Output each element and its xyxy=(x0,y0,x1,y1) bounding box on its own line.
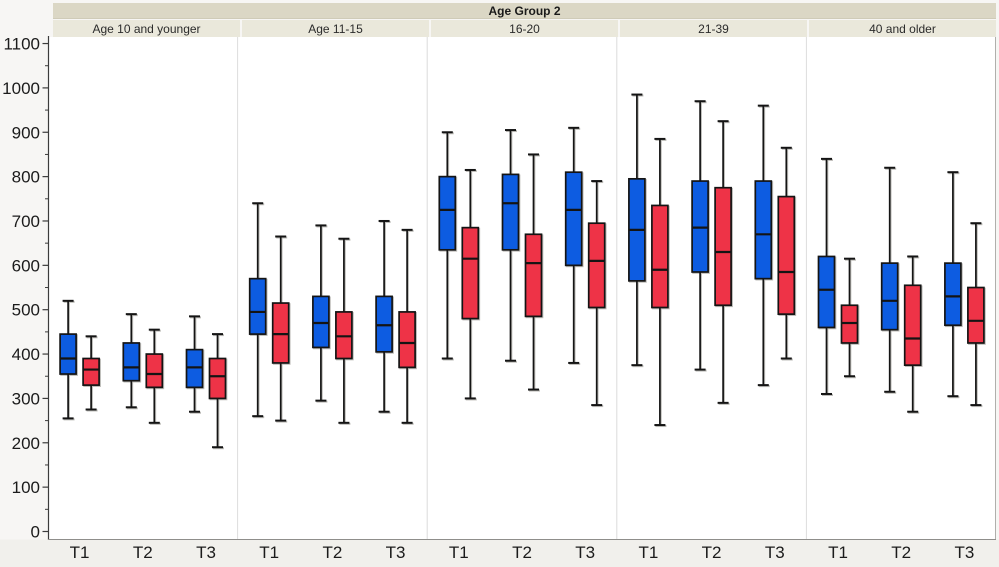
box-p4-T2-red xyxy=(714,120,732,404)
x-tick-label: T2 xyxy=(512,543,532,562)
box-p5-T1-blue xyxy=(817,157,836,395)
y-tick-label: 300 xyxy=(12,389,40,408)
box-p3-T1-blue xyxy=(438,131,457,360)
box-p1-T3-red xyxy=(208,333,227,449)
box-rect[interactable] xyxy=(312,295,330,349)
box-rect[interactable] xyxy=(122,342,141,382)
y-tick-label: 1100 xyxy=(3,35,40,54)
x-tick-label: T2 xyxy=(322,543,342,562)
x-tick-label: T3 xyxy=(386,543,406,562)
box-p2-T3-red xyxy=(398,228,416,424)
chart-title: Age Group 2 xyxy=(488,3,561,18)
box-rect[interactable] xyxy=(691,180,709,273)
box-p5-T3-blue xyxy=(944,171,962,398)
plot-area xyxy=(48,37,996,539)
box-p3-T3-red xyxy=(587,180,606,407)
box-p3-T1-red xyxy=(461,168,480,400)
box-rect[interactable] xyxy=(501,173,520,251)
x-axis-strip xyxy=(0,539,999,567)
box-rect[interactable] xyxy=(208,357,227,400)
box-p4-T1-red xyxy=(651,137,669,427)
box-p1-T1-red xyxy=(82,335,100,411)
box-p1-T1-blue xyxy=(59,299,77,420)
box-rect[interactable] xyxy=(335,311,353,360)
box-rect[interactable] xyxy=(375,295,393,353)
y-tick-label: 200 xyxy=(12,434,40,453)
box-rect[interactable] xyxy=(903,284,922,367)
box-p1-T2-red xyxy=(145,328,164,424)
box-rect[interactable] xyxy=(777,195,796,315)
panel-label-2: Age 11-15 xyxy=(242,20,429,37)
boxplot-layer xyxy=(59,93,985,449)
box-rect[interactable] xyxy=(880,262,899,331)
box-rect[interactable] xyxy=(840,304,859,344)
box-p4-T2-blue xyxy=(691,100,709,371)
y-tick-label: 600 xyxy=(12,256,40,275)
y-tick-label: 400 xyxy=(12,345,40,364)
y-tick-label: 700 xyxy=(12,212,40,231)
box-rect[interactable] xyxy=(248,277,267,335)
box-p2-T2-blue xyxy=(312,224,330,402)
panel-label-3: 16-20 xyxy=(431,20,618,37)
y-tick-label: 800 xyxy=(12,168,40,187)
group-title-bar: Age Group 2 xyxy=(53,3,996,19)
x-tick-label: T3 xyxy=(765,543,785,562)
x-tick-label: T1 xyxy=(828,543,848,562)
box-p4-T1-blue xyxy=(628,93,646,367)
box-rect[interactable] xyxy=(564,171,583,267)
box-p2-T2-red xyxy=(335,237,353,424)
box-p5-T1-red xyxy=(840,257,859,378)
x-tick-label: T3 xyxy=(196,543,216,562)
x-tick-label: T1 xyxy=(638,543,658,562)
box-rect[interactable] xyxy=(524,233,543,318)
box-rect[interactable] xyxy=(82,357,100,386)
box-rect[interactable] xyxy=(944,262,962,327)
box-p3-T2-blue xyxy=(501,129,520,362)
x-tick-label: T1 xyxy=(259,543,279,562)
box-p1-T3-blue xyxy=(185,315,204,413)
box-rect[interactable] xyxy=(714,186,732,307)
box-rect[interactable] xyxy=(461,226,480,320)
box-rect[interactable] xyxy=(967,286,985,344)
x-tick-label: T2 xyxy=(891,543,911,562)
box-p5-T2-red xyxy=(903,255,922,413)
x-tick-label: T1 xyxy=(70,543,90,562)
x-tick-label: T2 xyxy=(133,543,153,562)
panel-label-row: Age 10 and younger Age 11-15 16-20 21-39 40 … xyxy=(53,20,996,37)
panel-label-4: 21-39 xyxy=(620,20,807,37)
box-p4-T3-blue xyxy=(754,104,773,387)
box-rect[interactable] xyxy=(754,180,773,280)
box-rect[interactable] xyxy=(817,255,836,329)
box-rect[interactable] xyxy=(398,311,416,369)
y-tick-label: 900 xyxy=(12,123,40,142)
box-rect[interactable] xyxy=(59,333,77,375)
x-tick-label: T3 xyxy=(954,543,974,562)
x-tick-label: T3 xyxy=(575,543,595,562)
y-tick-label: 500 xyxy=(12,301,40,320)
box-p4-T3-red xyxy=(777,146,796,360)
x-tick-label: T2 xyxy=(702,543,722,562)
panel-label-5: 40 and older xyxy=(809,20,996,37)
box-rect[interactable] xyxy=(145,353,164,389)
y-tick-label: 100 xyxy=(12,478,40,497)
box-p2-T1-blue xyxy=(248,202,267,418)
y-tick-label: 1000 xyxy=(2,79,40,98)
box-rect[interactable] xyxy=(438,175,457,251)
box-p5-T2-blue xyxy=(880,166,899,393)
box-rect[interactable] xyxy=(271,302,290,364)
box-rect[interactable] xyxy=(587,222,606,309)
box-p2-T1-red xyxy=(271,235,290,422)
panel-label-1: Age 10 and younger xyxy=(53,20,240,37)
box-p3-T3-blue xyxy=(564,126,583,364)
box-rect[interactable] xyxy=(185,348,204,389)
y-tick-label: 0 xyxy=(31,523,40,542)
box-p3-T2-red xyxy=(524,153,543,391)
box-p1-T2-blue xyxy=(122,313,141,409)
box-p2-T3-blue xyxy=(375,219,393,413)
box-p5-T3-red xyxy=(967,222,985,407)
x-tick-label: T1 xyxy=(449,543,469,562)
box-rect[interactable] xyxy=(651,204,669,309)
